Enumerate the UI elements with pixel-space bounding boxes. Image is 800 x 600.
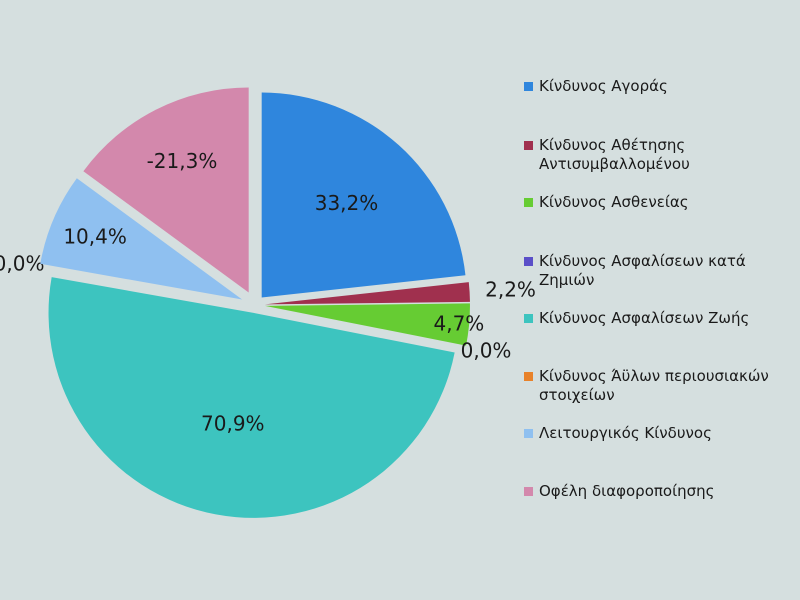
pie-data-label: -21,3%	[147, 149, 218, 173]
pie-slice	[264, 303, 470, 346]
pie-data-label: 33,2%	[315, 191, 379, 215]
pie-slice	[261, 92, 466, 298]
legend-item: Κίνδυνος Άϋλων περιουσιακών στοιχείων	[524, 367, 789, 405]
legend-swatch	[524, 429, 533, 438]
pie-data-label: 70,9%	[201, 412, 265, 436]
pie-slice	[264, 282, 470, 305]
legend-swatch	[524, 314, 533, 323]
pie-slice	[48, 277, 455, 518]
legend-label: Οφέλη διαφοροποίησης	[539, 482, 715, 500]
pie-data-label: 0,0%	[0, 251, 44, 275]
legend: Κίνδυνος Αγοράς Κίνδυνος Αθέτησης Αντισυ…	[524, 0, 794, 600]
legend-label: Κίνδυνος Άϋλων περιουσιακών στοιχείων	[539, 367, 769, 404]
legend-label: Λειτουργικός Κίνδυνος	[539, 424, 712, 442]
legend-label: Κίνδυνος Αγοράς	[539, 77, 668, 95]
legend-label: Κίνδυνος Ασφαλίσεων Ζωής	[539, 309, 750, 327]
legend-swatch	[524, 257, 533, 266]
legend-label: Κίνδυνος Ασθενείας	[539, 193, 689, 211]
legend-label: Κίνδυνος Αθέτησης Αντισυμβαλλομένου	[539, 136, 690, 173]
legend-item: Κίνδυνος Ασθενείας	[524, 193, 789, 212]
legend-swatch	[524, 82, 533, 91]
legend-item: Κίνδυνος Αθέτησης Αντισυμβαλλομένου	[524, 136, 789, 174]
pie-data-label: 0,0%	[461, 339, 512, 363]
legend-item: Οφέλη διαφοροποίησης	[524, 482, 789, 501]
pie-data-label: 10,4%	[63, 225, 127, 249]
legend-swatch	[524, 141, 533, 150]
legend-item: Λειτουργικός Κίνδυνος	[524, 424, 789, 443]
legend-swatch	[524, 372, 533, 381]
legend-item: Κίνδυνος Ασφαλίσεων Ζωής	[524, 309, 789, 328]
pie-slice	[83, 87, 249, 293]
legend-item: Κίνδυνος Αγοράς	[524, 77, 789, 96]
legend-label: Κίνδυνος Ασφαλίσεων κατά Ζημιών	[539, 252, 746, 289]
legend-swatch	[524, 487, 533, 496]
pie-data-label: 4,7%	[433, 312, 484, 336]
pie-slice	[40, 178, 243, 300]
pie-data-label: 2,2%	[485, 278, 536, 302]
legend-item: Κίνδυνος Ασφαλίσεων κατά Ζημιών	[524, 252, 789, 290]
legend-swatch	[524, 198, 533, 207]
